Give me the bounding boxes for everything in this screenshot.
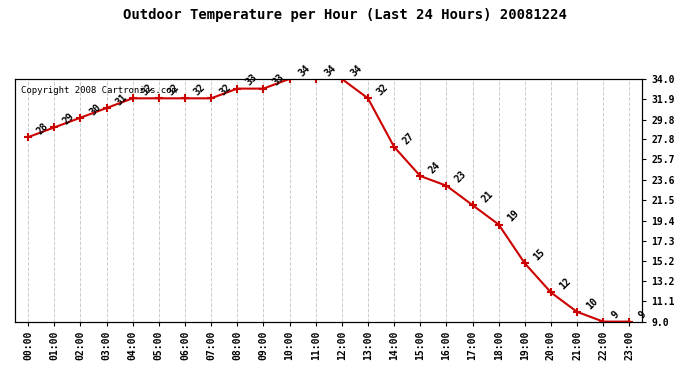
Text: 12: 12 (558, 276, 573, 292)
Text: 15: 15 (532, 247, 547, 262)
Text: 23: 23 (453, 170, 469, 185)
Text: 28: 28 (35, 121, 50, 136)
Text: 19: 19 (506, 209, 521, 224)
Text: 24: 24 (427, 160, 442, 175)
Text: 32: 32 (139, 82, 155, 98)
Text: 10: 10 (584, 296, 600, 311)
Text: 9: 9 (636, 310, 648, 321)
Text: Copyright 2008 Cartronics.com: Copyright 2008 Cartronics.com (21, 86, 177, 95)
Text: 27: 27 (401, 131, 417, 146)
Text: 9: 9 (610, 310, 622, 321)
Text: 29: 29 (61, 111, 77, 127)
Text: 33: 33 (270, 72, 286, 88)
Text: 34: 34 (297, 63, 312, 78)
Text: Outdoor Temperature per Hour (Last 24 Hours) 20081224: Outdoor Temperature per Hour (Last 24 Ho… (123, 8, 567, 21)
Text: 32: 32 (218, 82, 233, 98)
Text: 31: 31 (113, 92, 129, 107)
Text: 34: 34 (323, 63, 338, 78)
Text: 32: 32 (375, 82, 391, 98)
Text: 32: 32 (192, 82, 207, 98)
Text: 30: 30 (88, 102, 103, 117)
Text: 33: 33 (244, 72, 259, 88)
Text: 34: 34 (348, 63, 364, 78)
Text: 21: 21 (480, 189, 495, 204)
Text: 32: 32 (166, 82, 181, 98)
